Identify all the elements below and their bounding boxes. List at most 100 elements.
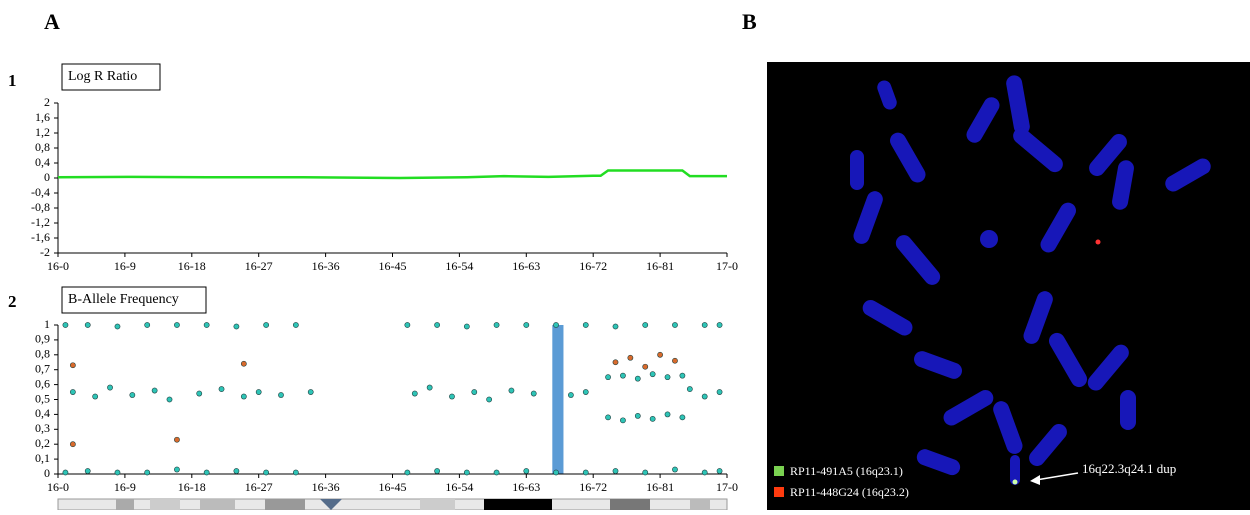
y-tick-label: 1,6	[35, 110, 50, 124]
x-tick-label: 17-0	[716, 480, 738, 494]
data-point	[307, 389, 314, 395]
x-tick-label: 16-63	[512, 480, 540, 494]
data-point	[657, 351, 663, 358]
data-point	[62, 322, 69, 328]
data-point	[292, 469, 299, 476]
data-point	[174, 466, 180, 473]
data-point	[463, 323, 470, 330]
data-point	[523, 322, 530, 328]
data-point	[701, 393, 708, 400]
data-point	[174, 436, 180, 443]
data-point	[240, 360, 247, 367]
data-point	[62, 469, 69, 476]
data-point	[218, 386, 225, 392]
highlight	[552, 325, 564, 474]
y-tick-label: 0	[44, 170, 50, 184]
ideogram	[57, 498, 728, 511]
annotation: 16q22.3q24.1 dup	[1082, 461, 1176, 476]
x-tick-label: 16-72	[579, 259, 607, 273]
y-tick-label: 0,6	[35, 376, 50, 390]
data-point	[612, 359, 619, 366]
data-point	[620, 372, 626, 379]
y-tick-label: 0	[44, 466, 50, 480]
data-point	[493, 322, 500, 328]
data-point	[679, 372, 686, 379]
data-point	[627, 354, 634, 361]
y-tick-label: 2	[44, 95, 50, 109]
data-point	[151, 387, 158, 394]
data-point	[255, 389, 262, 395]
data-point	[530, 390, 537, 397]
data-point	[664, 411, 671, 418]
data-point	[672, 466, 678, 473]
data-point	[605, 374, 611, 381]
x-tick-label: 16-63	[512, 259, 540, 273]
x-tick-label: 16-9	[114, 480, 136, 494]
x-tick-label: 16-54	[445, 259, 473, 273]
chart-title: Log R Ratio	[68, 69, 137, 84]
data-point	[716, 468, 723, 474]
x-tick-label: 16-36	[312, 259, 340, 273]
data-point	[144, 322, 151, 328]
x-tick-label: 16-9	[114, 259, 136, 273]
data-point	[634, 375, 641, 382]
data-point	[679, 414, 686, 421]
x-tick-label: 16-27	[245, 480, 273, 494]
data-point	[404, 469, 411, 476]
data-point	[69, 441, 76, 448]
fish-image	[767, 62, 1250, 510]
data-point	[233, 468, 240, 474]
x-tick-label: 16-81	[646, 480, 674, 494]
x-tick-label: 16-45	[379, 480, 407, 494]
data-point	[620, 417, 626, 424]
data-point	[203, 322, 210, 328]
data-point	[642, 469, 649, 476]
data-point	[166, 396, 173, 403]
data-point	[701, 469, 708, 476]
y-tick-label: -1,2	[31, 215, 50, 229]
y-tick-label: -0,4	[31, 185, 50, 199]
data-point	[701, 322, 708, 328]
x-tick-label: 16-36	[312, 480, 340, 494]
data-point	[69, 362, 76, 369]
data-point	[129, 392, 136, 398]
data-point	[642, 322, 649, 328]
data-point	[84, 468, 91, 474]
data-point	[144, 469, 151, 476]
data-point	[84, 322, 91, 328]
legend-label: RP11-448G24 (16q23.2)	[790, 485, 909, 499]
data-point	[582, 389, 589, 395]
data-point	[582, 322, 589, 328]
data-point	[233, 323, 240, 330]
panel-label: B	[742, 9, 757, 34]
x-tick-label: 16-54	[445, 480, 473, 494]
data-point	[471, 389, 478, 395]
y-tick-label: 0,1	[35, 451, 50, 465]
data-point	[523, 468, 530, 474]
data-point	[612, 323, 619, 330]
y-tick-label: 0,3	[35, 421, 50, 435]
series-line	[57, 169, 727, 180]
data-point	[605, 414, 611, 421]
y-tick-label: 1	[44, 317, 50, 331]
data-point	[114, 323, 121, 330]
data-point	[568, 392, 574, 398]
data-point	[411, 390, 418, 397]
x-tick-label: 16-45	[379, 259, 407, 273]
data-point	[686, 386, 693, 392]
data-point	[203, 469, 210, 476]
y-tick-label: -2	[40, 245, 50, 259]
x-tick-label: 16-0	[47, 480, 69, 494]
x-tick-label: 16-72	[579, 480, 607, 494]
x-tick-label: 16-18	[178, 480, 206, 494]
data-point	[508, 387, 515, 394]
data-point	[486, 396, 493, 403]
data-point	[553, 469, 559, 476]
data-point	[582, 469, 589, 476]
data-point	[107, 384, 113, 391]
y-tick-label: 0,4	[35, 406, 50, 420]
title-box	[61, 286, 207, 314]
data-point	[672, 357, 678, 364]
data-point	[240, 393, 247, 400]
